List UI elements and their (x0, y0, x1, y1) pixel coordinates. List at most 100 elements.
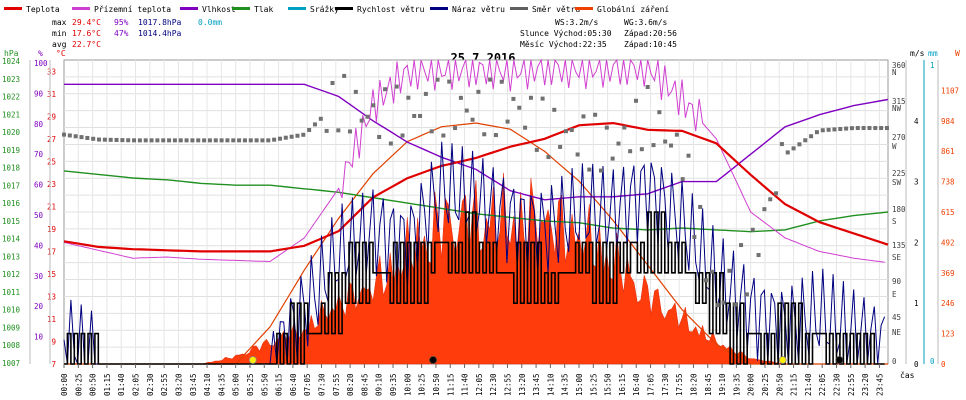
axis-celsius-tick: 21 (47, 202, 56, 211)
x-tick-label: 07:05 (303, 373, 312, 396)
axis-pct-tick: 100 (34, 59, 48, 68)
x-tick-label: 15:50 (604, 373, 613, 396)
x-tick-label: 08:20 (346, 373, 355, 396)
x-tick-label: 10:25 (418, 373, 427, 396)
stats-humidity: 47% (114, 29, 129, 38)
wind-dir-point (488, 77, 493, 82)
wind-dir-point (680, 177, 685, 182)
axis-wm-tick: 984 (941, 117, 955, 126)
wind-dir-point (727, 268, 732, 273)
wind-dir-point (540, 96, 545, 101)
axis-celsius-tick: 7 (51, 360, 56, 369)
wind-dir-point (172, 138, 177, 143)
wind-dir-point (569, 128, 574, 133)
axis-wm-tick: 615 (941, 208, 955, 217)
wind-dir-point (639, 147, 644, 152)
wind-dir-point (686, 153, 691, 158)
axis-celsius-label: °C (56, 49, 66, 58)
wind-dir-point (126, 138, 131, 143)
x-tick-label: 05:00 (232, 373, 241, 396)
axes: hPa% °C1024102310221021102010191018101710… (2, 49, 960, 369)
x-tick-label: 12:55 (503, 373, 512, 396)
legend-label: Teplota (26, 5, 60, 14)
wind-dir-point (768, 197, 773, 202)
axis-ms-tick: 4 (914, 117, 919, 126)
wind-dir-point (698, 204, 703, 209)
axis-dir-tick: 0 (892, 357, 897, 366)
stats-temp: 17.6°C (72, 29, 101, 38)
wind-dir-point (120, 138, 125, 143)
axis-hpa-tick: 1020 (2, 128, 21, 137)
x-tick-label: 10:00 (403, 373, 412, 396)
sun-moon-info: WS:3.2m/s WG:3.6m/s Slunce Východ:05:30 Záp… (520, 18, 677, 49)
wind-dir-point (453, 126, 458, 131)
axis-hpa-tick: 1015 (2, 217, 20, 226)
wind-dir-point (826, 127, 831, 132)
axis-celsius-tick: 9 (51, 337, 56, 346)
axis-wm-tick: 246 (941, 299, 955, 308)
wind-dir-point (400, 133, 405, 138)
wind-dir-point (219, 138, 224, 143)
x-tick-label: 16:15 (618, 373, 627, 396)
x-tick-label: 09:35 (389, 373, 398, 396)
x-tick-label: 10:50 (432, 373, 441, 396)
wind-dir-point (739, 243, 744, 248)
wind-dir-point (563, 129, 568, 134)
sunset-marker (778, 356, 787, 364)
x-tick-label: 05:50 (260, 373, 269, 396)
wind-dir-point (353, 89, 358, 94)
axis-pct-tick: 40 (34, 241, 44, 250)
plot-area (62, 58, 889, 365)
wind-dir-point (774, 191, 779, 196)
axis-hpa-tick: 1007 (2, 359, 20, 368)
axis-hpa-tick: 1008 (2, 341, 21, 350)
wind-dir-point (67, 133, 72, 138)
axis-hpa-tick: 1017 (2, 181, 20, 190)
wind-dir-point (809, 134, 814, 139)
wind-dir-point (254, 138, 259, 143)
wind-dir-point (277, 136, 282, 141)
x-tick-label: 21:40 (804, 373, 813, 396)
x-axis-label: čas (900, 370, 915, 380)
x-tick-label: 17:30 (661, 373, 670, 396)
axis-celsius-tick: 33 (47, 67, 56, 76)
wind-dir-point (844, 126, 849, 131)
legend-label: Srážky (310, 5, 339, 14)
wind-dir-point (464, 108, 469, 113)
axis-pct-tick: 80 (34, 120, 44, 129)
x-tick-label: 03:45 (189, 373, 198, 396)
wind-dir-point (458, 95, 463, 100)
x-tick-label: 07:30 (318, 373, 327, 396)
x-tick-label: 02:55 (160, 373, 169, 396)
x-tick-label: 04:10 (203, 373, 212, 396)
axis-dir-tick: S (892, 217, 897, 226)
wind-dir-point (633, 98, 638, 103)
legend-label: Rychlost větru (357, 5, 425, 14)
wind-dir-point (558, 144, 563, 149)
axis-ms-tick: 0 (914, 360, 919, 369)
x-tick-label: 14:10 (546, 373, 555, 396)
axis-ms-tick: 1 (914, 299, 919, 308)
wind-dir-point (114, 137, 119, 142)
legend-swatch (430, 7, 448, 10)
legend-label: Vlhkost (202, 5, 236, 14)
wind-dir-point (132, 138, 137, 143)
axis-dir-tick: 45 (892, 313, 901, 322)
x-tick-label: 20:25 (761, 373, 770, 396)
wind-dir-point (97, 137, 102, 142)
axis-dir-tick: E (892, 290, 897, 299)
legend-label: Směr větru (532, 5, 580, 14)
axis-mm-tick: 1 (930, 61, 935, 70)
wind-dir-point (470, 117, 475, 122)
wind-dir-point (178, 138, 183, 143)
wind-dir-point (73, 134, 78, 139)
axis-dir-tick: 360 (892, 61, 906, 70)
wind-dir-point (704, 278, 709, 283)
x-tick-label: 11:15 (446, 373, 455, 396)
wind-dir-point (476, 89, 481, 94)
x-tick-label: 17:05 (647, 373, 656, 396)
x-tick-label: 19:35 (732, 373, 741, 396)
axis-hpa-tick: 1023 (2, 75, 20, 84)
axis-hpa-tick: 1014 (2, 235, 21, 244)
x-tick-label: 01:15 (103, 373, 112, 396)
